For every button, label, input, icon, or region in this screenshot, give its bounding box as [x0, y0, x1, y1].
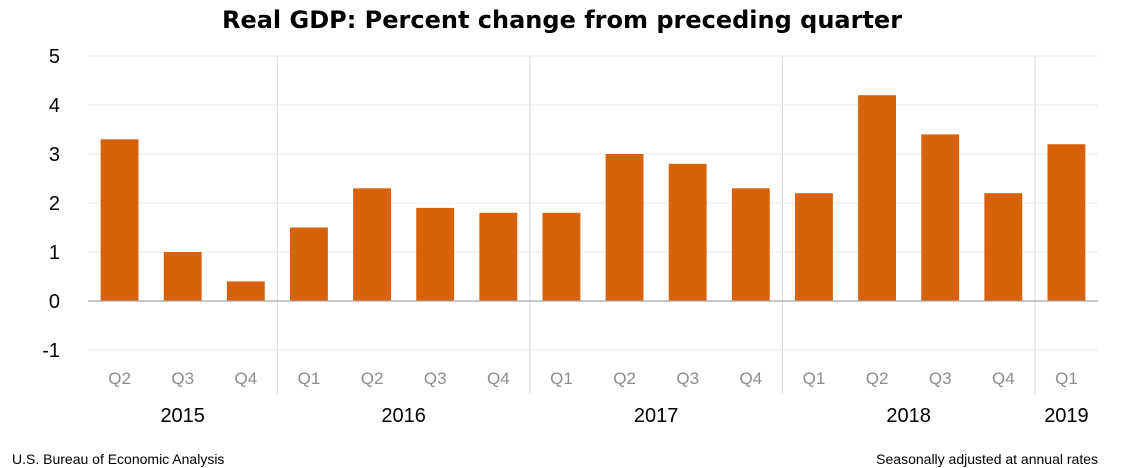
source-note: U.S. Bureau of Economic Analysis [12, 451, 224, 467]
y-tick-label: 4 [49, 95, 60, 117]
quarter-tick-label: Q2 [361, 369, 384, 388]
chart-title: Real GDP: Percent change from preceding … [222, 6, 902, 34]
year-label: 2019 [1044, 405, 1089, 427]
quarter-tick-label: Q3 [171, 369, 194, 388]
bar [542, 212, 581, 301]
year-label: 2018 [886, 405, 931, 427]
quarter-tick-label: Q2 [108, 369, 131, 388]
bar [163, 252, 202, 301]
bar [984, 193, 1023, 301]
year-label: 2016 [381, 405, 426, 427]
adjustment-note: Seasonally adjusted at annual rates [876, 451, 1098, 467]
y-tick-label: 3 [49, 144, 60, 166]
bar [795, 193, 833, 301]
y-tick-label: 1 [49, 242, 60, 264]
bar [353, 188, 391, 301]
quarter-tick-label: Q3 [424, 369, 447, 388]
quarter-tick-label: Q4 [992, 369, 1015, 388]
quarter-tick-label: Q3 [676, 369, 699, 388]
quarter-tick-label: Q4 [739, 369, 762, 388]
quarter-tick-label: Q2 [866, 369, 889, 388]
axis-labels: 5 4 3 2 1 0 -1 Q2 Q3 Q4 Q1 Q2 Q3 Q4 Q1 Q2 Q3 Q4 Q1 Q2 Q3 Q4 Q1… [42, 46, 1088, 427]
quarter-tick-label: Q1 [550, 369, 573, 388]
quarter-tick-label: Q2 [613, 369, 636, 388]
bar [668, 163, 707, 301]
y-tick-label: 5 [49, 46, 60, 68]
bar [226, 281, 265, 301]
bar [290, 227, 328, 301]
bar [416, 207, 455, 301]
gridlines [88, 55, 1098, 394]
bars [100, 95, 1086, 301]
bar [100, 139, 139, 301]
bar [1047, 144, 1086, 301]
quarter-tick-label: Q4 [487, 369, 510, 388]
y-tick-label: -1 [42, 340, 60, 362]
quarter-tick-label: Q4 [234, 369, 257, 388]
year-label: 2015 [160, 405, 205, 427]
bar [605, 154, 644, 301]
bar [731, 188, 770, 301]
y-tick-label: 2 [49, 193, 60, 215]
bar [921, 134, 960, 301]
bar [479, 212, 518, 301]
y-tick-label: 0 [49, 291, 60, 313]
quarter-tick-label: Q1 [803, 369, 826, 388]
quarter-tick-label: Q1 [298, 369, 321, 388]
bar [858, 95, 896, 301]
quarter-tick-label: Q1 [1055, 369, 1078, 388]
year-label: 2017 [634, 405, 679, 427]
quarter-tick-label: Q3 [929, 369, 952, 388]
